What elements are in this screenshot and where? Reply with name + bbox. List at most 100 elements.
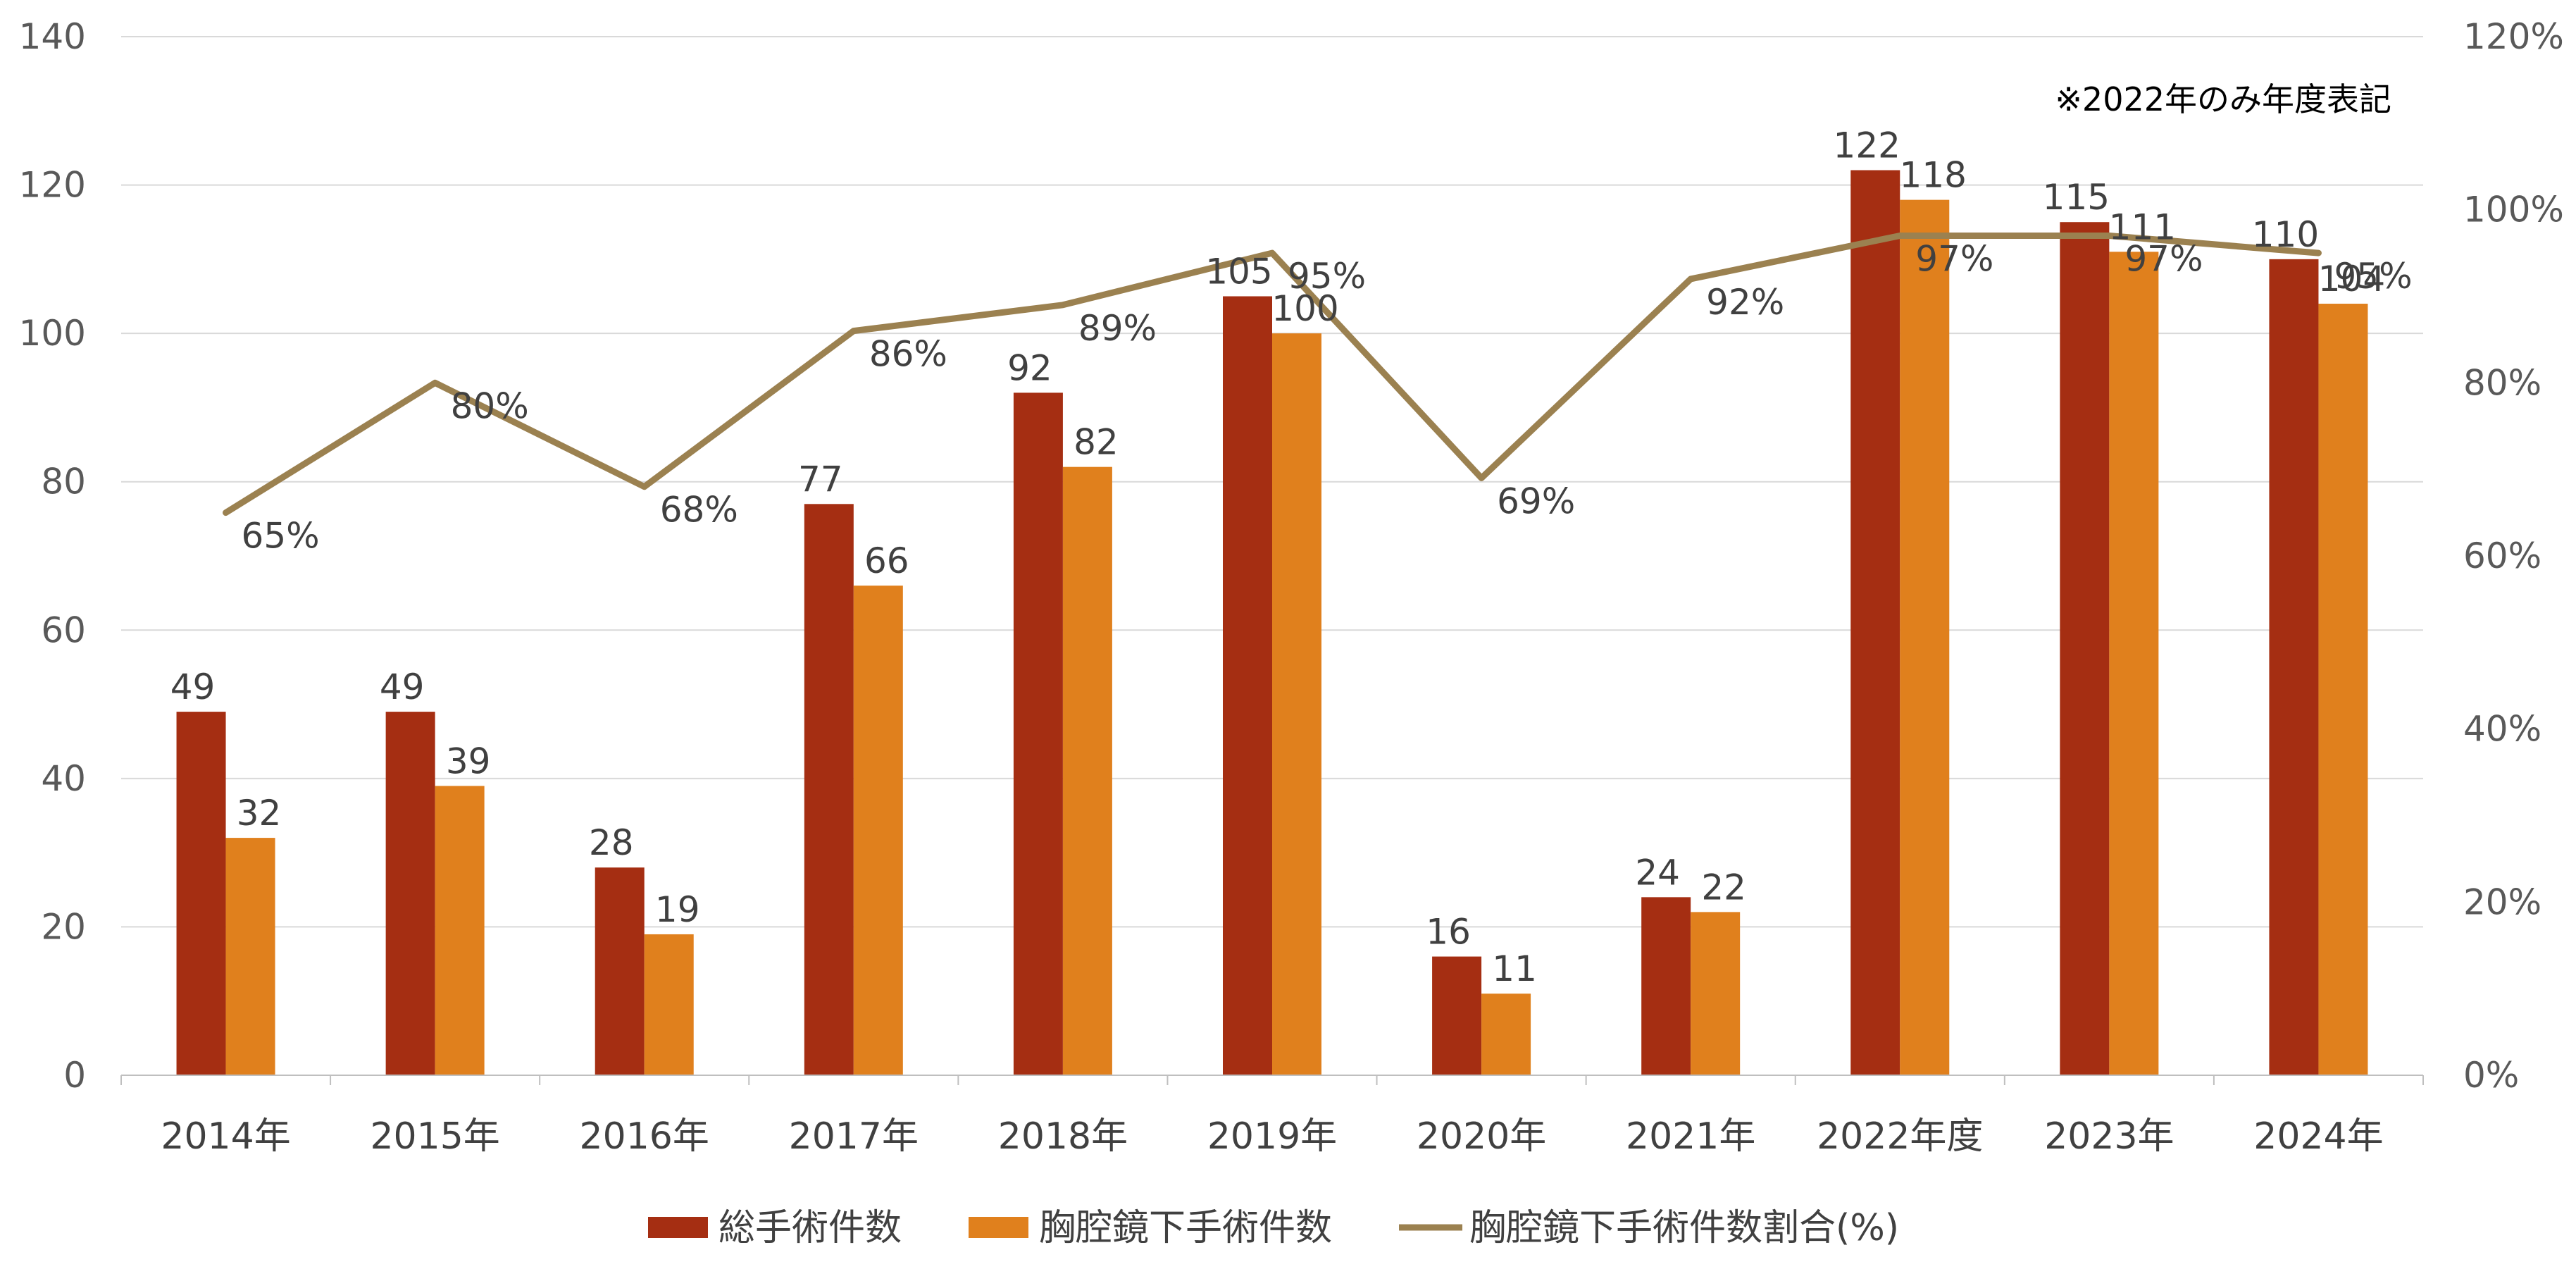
legend-label: 胸腔鏡下手術件数: [1039, 1207, 1332, 1249]
ratio-label: 92%: [1706, 282, 1784, 323]
thoracoscopic-surgeries-label: 19: [655, 889, 700, 930]
thoracoscopic-surgeries-label: 111: [2109, 206, 2176, 247]
category-label: 2023年: [2044, 1115, 2174, 1158]
thoracoscopic-surgeries-bar: [1900, 199, 1950, 1076]
total-surgeries-bar: [804, 504, 854, 1075]
total-surgeries-bar: [1850, 170, 1900, 1075]
thoracoscopic-surgeries-label: 118: [1900, 155, 1967, 196]
ratio-point: [1689, 277, 1693, 280]
thoracoscopic-surgeries-label: 104: [2318, 259, 2385, 299]
total-surgeries-bar: [176, 712, 226, 1075]
thoracoscopic-surgeries-bar: [2318, 304, 2368, 1075]
ratio-label: 95%: [1288, 256, 1366, 297]
ratio-label: 86%: [869, 334, 947, 375]
ratio-point: [1480, 476, 1483, 480]
total-surgeries-bar: [1223, 296, 1272, 1075]
category-label: 2017年: [789, 1115, 919, 1158]
thoracoscopic-surgeries-bar: [1691, 912, 1741, 1075]
category-label: 2014年: [161, 1115, 290, 1158]
ratio-point: [224, 511, 228, 514]
thoracoscopic-surgeries-bar: [1481, 994, 1531, 1075]
thoracoscopic-surgeries-label: 82: [1074, 422, 1119, 463]
ratio-label: 69%: [1497, 481, 1575, 521]
category-label: 2016年: [580, 1115, 709, 1158]
thoracoscopic-surgeries-bar: [853, 586, 903, 1075]
right-axis-tick-label: 120%: [2463, 16, 2564, 57]
category-label: 2018年: [998, 1115, 1128, 1158]
total-surgeries-bar: [595, 867, 645, 1075]
ratio-label: 65%: [242, 516, 320, 557]
left-axis-tick-label: 140: [19, 16, 86, 57]
category-label: 2019年: [1207, 1115, 1337, 1158]
ratio-label: 95%: [2334, 256, 2412, 297]
total-surgeries-label: 28: [589, 822, 634, 863]
ratio-label: 68%: [660, 490, 738, 531]
total-surgeries-label: 115: [2043, 177, 2110, 218]
ratio-line: [223, 233, 2322, 516]
bars: [176, 170, 2368, 1076]
legend-label: 胸腔鏡下手術件数割合(%): [1469, 1207, 1899, 1249]
thoracoscopic-surgeries-bar: [1272, 333, 1321, 1076]
note-text: ※2022年のみ年度表記: [2055, 80, 2391, 118]
left-axis-tick-label: 20: [41, 906, 86, 947]
ratio-label: 97%: [1915, 239, 1993, 280]
total-surgeries-label: 49: [170, 667, 216, 707]
ratio-label: 97%: [2124, 239, 2203, 280]
ratio-point: [1271, 252, 1274, 255]
left-axis-tick-label: 0: [63, 1055, 86, 1096]
total-surgeries-bar: [1432, 956, 1482, 1075]
ratio-label: 89%: [1078, 308, 1157, 349]
thoracoscopic-surgeries-label: 100: [1271, 288, 1338, 329]
thoracoscopic-surgeries-bar: [2109, 252, 2159, 1075]
ratio-point: [2317, 252, 2320, 255]
total-surgeries-label: 122: [1834, 125, 1900, 166]
category-label: 2021年: [1626, 1115, 1755, 1158]
right-axis-tick-label: 60%: [2463, 536, 2541, 576]
total-surgeries-label: 105: [1205, 252, 1272, 292]
total-surgeries-label: 24: [1635, 852, 1680, 893]
x-axis: 2014年 2015年 2016年 2017年 2018年 2019年 2020年 2021年…: [120, 1075, 2424, 1158]
right-axis-tick-label: 100%: [2463, 190, 2564, 230]
category-label: 2024年: [2253, 1115, 2383, 1158]
ratio-point: [852, 329, 855, 333]
right-axis-tick-label: 20%: [2463, 881, 2541, 922]
thoracoscopic-surgeries-bar: [644, 934, 694, 1075]
left-axis-tick-label: 40: [41, 758, 86, 799]
data-labels: 49 49 28 77 92 105 16 24 122 115 110 32 39 19 66 82 100 1…: [170, 125, 2413, 990]
legend-label: 総手術件数: [718, 1207, 902, 1249]
thoracoscopic-surgeries-label: 11: [1492, 948, 1537, 989]
total-surgeries-label: 49: [380, 667, 425, 707]
ratio-label: 80%: [451, 385, 529, 426]
legend-swatch: [648, 1217, 708, 1238]
thoracoscopic-surgeries-label: 22: [1701, 867, 1746, 908]
right-axis-tick-label: 0%: [2463, 1055, 2519, 1096]
left-axis-tick-label: 80: [41, 462, 86, 502]
ratio-point: [2108, 234, 2111, 237]
thoracoscopic-surgeries-label: 39: [446, 741, 491, 781]
legend: 総手術件数 胸腔鏡下手術件数 胸腔鏡下手術件数割合(%): [648, 1207, 1899, 1249]
ratio-point: [1898, 234, 1902, 237]
total-surgeries-bar: [385, 712, 435, 1075]
total-surgeries-bar: [1641, 897, 1691, 1075]
total-surgeries-label: 16: [1426, 912, 1471, 953]
legend-swatch: [969, 1217, 1029, 1238]
right-axis-tick-label: 40%: [2463, 709, 2541, 750]
left-y-axis: 0 20 40 60 80 100 120 140: [19, 16, 86, 1096]
category-label: 2022年度: [1817, 1115, 1983, 1158]
thoracoscopic-surgeries-label: 66: [864, 540, 909, 581]
total-surgeries-bar: [2060, 222, 2110, 1075]
ratio-point: [433, 381, 437, 385]
left-axis-tick-label: 100: [19, 313, 86, 354]
thoracoscopic-surgeries-label: 32: [237, 793, 282, 834]
total-surgeries-label: 92: [1007, 347, 1052, 388]
total-surgeries-bar: [2269, 259, 2319, 1075]
total-surgeries-label: 77: [798, 459, 843, 500]
thoracoscopic-surgeries-bar: [435, 786, 485, 1075]
thoracoscopic-surgeries-bar: [225, 838, 275, 1075]
ratio-point: [1061, 303, 1064, 307]
total-surgeries-label: 110: [2252, 214, 2319, 255]
right-y-axis: 0% 20% 40% 60% 80% 100% 120%: [2463, 16, 2564, 1096]
ratio-point: [642, 485, 646, 488]
category-label: 2020年: [1417, 1115, 1546, 1158]
